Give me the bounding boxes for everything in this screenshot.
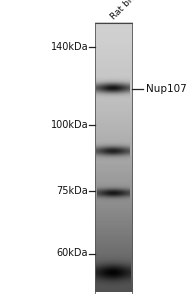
Text: 140kDa: 140kDa — [51, 41, 88, 52]
Text: 60kDa: 60kDa — [57, 248, 88, 259]
Text: Rat brain: Rat brain — [109, 0, 144, 21]
Text: Nup107: Nup107 — [146, 83, 187, 94]
Text: 100kDa: 100kDa — [51, 119, 88, 130]
Text: 75kDa: 75kDa — [57, 185, 88, 196]
